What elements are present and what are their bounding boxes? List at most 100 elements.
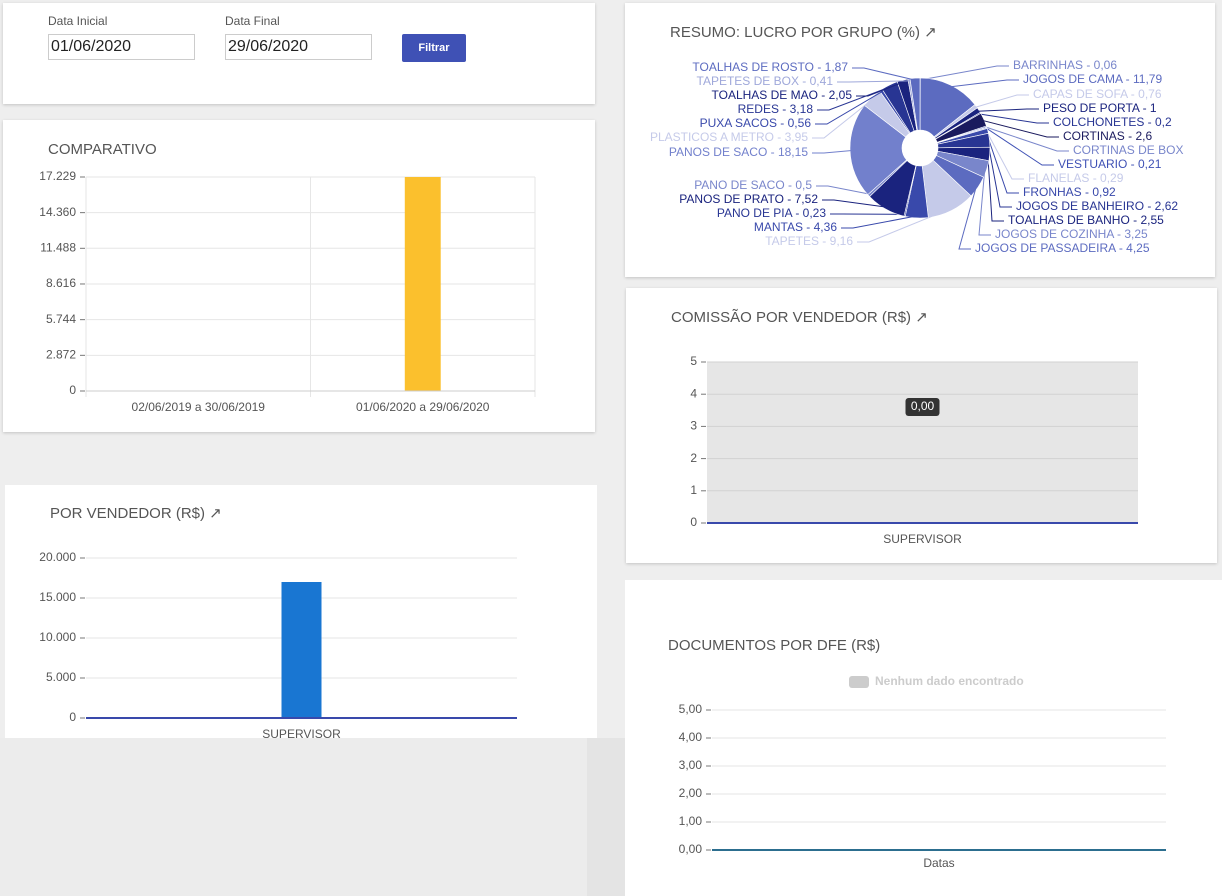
leader-line	[841, 215, 917, 229]
pie-slice	[909, 77, 921, 131]
slice-label: TOALHAS DE ROSTO - 1,87	[692, 60, 848, 74]
leader-line	[837, 80, 910, 83]
button-label: Filtrar	[418, 42, 450, 54]
y-tick-label: 2	[690, 451, 697, 465]
leader-line	[984, 128, 1024, 180]
legend-swatch	[849, 676, 869, 688]
date-input[interactable]	[48, 34, 195, 60]
y-tick-label: 4	[690, 386, 697, 400]
x-tick-label: 01/06/2020 a 29/06/2020	[356, 400, 490, 414]
leader-line	[857, 208, 951, 243]
y-tick-label: 11.488	[40, 240, 76, 254]
slice-label: FLANELAS - 0,29	[1028, 171, 1124, 185]
leader-line	[852, 67, 916, 81]
pie-slice	[919, 77, 976, 138]
leader-line	[981, 119, 1059, 138]
leader-line	[978, 113, 1049, 124]
y-tick-label: 5,00	[679, 702, 703, 716]
slice-label: TAPETES - 9,16	[765, 234, 853, 248]
legend-label: Nenhum dado encontrado	[875, 674, 1024, 688]
slice-label: PUXA SACOS - 0,56	[700, 116, 812, 130]
slice-label: FRONHAS - 0,92	[1023, 185, 1116, 199]
leader-line	[816, 185, 871, 195]
leader-line	[812, 150, 853, 154]
filter-button[interactable]	[402, 34, 466, 62]
slice-label: JOGOS DE BANHEIRO - 2,62	[1016, 199, 1178, 213]
leader-line	[978, 168, 991, 236]
vendedor-panel: POR VENDEDOR (R$) ↗ 0 5.000 10.000 15.000 20.…	[5, 485, 597, 738]
y-tick-label: 1	[690, 483, 697, 497]
x-tick-label: 02/06/2019 a 30/06/2019	[132, 400, 266, 414]
chart: DOCUMENTOS POR DFE (R$) 0,00 1,00 2,00 3,00 4…	[668, 637, 1166, 870]
y-tick-label: 5.000	[46, 670, 76, 684]
date-input[interactable]	[225, 34, 372, 60]
y-tick-label: 0	[69, 710, 76, 724]
leader-line	[822, 199, 887, 208]
slice-label: VESTUARIO - 0,21	[1058, 157, 1162, 171]
slice-label: PESO DE PORTA - 1	[1043, 101, 1157, 115]
slice-label: JOGOS DE COZINHA - 3,25	[995, 227, 1148, 241]
leader-line	[987, 153, 1004, 222]
comparativo-panel: COMPARATIVO 0 2.872 5.744 8.616 11.488 14.360 1…	[3, 120, 595, 432]
lucro-panel: RESUMO: LUCRO POR GRUPO (%) ↗ BARRINHAS -…	[625, 3, 1215, 277]
chart-title: COMISSÃO POR VENDEDOR (R$) ↗	[671, 309, 928, 326]
leader-line	[920, 65, 1009, 81]
slice-label: PLASTICOS A METRO - 3,95	[650, 130, 808, 144]
y-tick-label: 2.872	[46, 347, 76, 361]
chart-title: DOCUMENTOS POR DFE (R$)	[668, 637, 880, 654]
slice-label: JOGOS DE CAMA - 11,79	[1023, 72, 1162, 86]
chart: COMPARATIVO 0 2.872 5.744 8.616 11.488 14.360 1…	[39, 141, 536, 414]
leader-line	[977, 108, 1039, 112]
chart-title: POR VENDEDOR (R$) ↗	[50, 505, 222, 522]
y-tick-label: 3,00	[679, 758, 703, 772]
slice-label: CAPAS DE SOFA - 0,76	[1033, 87, 1162, 101]
leader-line	[984, 126, 1069, 152]
leader-line	[984, 126, 1054, 166]
y-tick-label: 8.616	[46, 276, 76, 290]
input-value: 01/06/2020	[51, 38, 131, 55]
value-label: 0,00	[911, 399, 935, 413]
slice-label: TOALHAS DE MAO - 2,05	[712, 88, 853, 102]
y-tick-label: 5	[690, 354, 697, 368]
slice-label: PANO DE SACO - 0,5	[694, 178, 812, 192]
chart-title: RESUMO: LUCRO POR GRUPO (%) ↗	[670, 24, 937, 41]
chart: RESUMO: LUCRO POR GRUPO (%) ↗ BARRINHAS -…	[650, 24, 1184, 255]
x-tick-label: SUPERVISOR	[883, 532, 962, 546]
leader-line	[812, 98, 874, 139]
y-tick-label: 14.360	[39, 205, 76, 219]
y-tick-label: 17.229	[39, 169, 76, 183]
y-tick-label: 5.744	[46, 312, 76, 326]
bar	[404, 177, 441, 391]
y-tick-label: 1,00	[679, 814, 703, 828]
slice-label: MANTAS - 4,36	[754, 220, 837, 234]
slice-label: CORTINAS - 2,6	[1063, 129, 1152, 143]
leader-line	[987, 140, 1012, 208]
slice-label: TAPETES DE BOX - 0,41	[697, 74, 834, 88]
background	[0, 738, 625, 896]
slice-label: CORTINAS DE BOX	[1073, 143, 1183, 157]
leader-line	[949, 79, 1019, 88]
leader-line	[856, 81, 904, 97]
input-value: 29/06/2020	[228, 38, 308, 55]
y-tick-label: 10.000	[39, 630, 76, 644]
filter-panel: Data Inicial 01/06/2020 Data Final 29/06…	[3, 3, 595, 104]
comissao-panel: COMISSÃO POR VENDEDOR (R$) ↗ 0 1 2 3 4 5 0,00 SU…	[626, 288, 1217, 563]
y-tick-label: 0,00	[679, 842, 703, 856]
slice-label: COLCHONETES - 0,2	[1053, 115, 1172, 129]
x-tick-label: SUPERVISOR	[262, 727, 341, 738]
x-axis-label: Datas	[923, 856, 954, 870]
plot-area	[707, 362, 1138, 523]
tooltip	[905, 398, 940, 416]
leader-line	[985, 131, 1019, 194]
leader-line	[815, 91, 883, 125]
y-tick-label: 4,00	[679, 730, 703, 744]
field-label: Data Final	[225, 14, 280, 28]
slice-label: PANOS DE SACO - 18,15	[669, 145, 808, 159]
y-tick-label: 2,00	[679, 786, 703, 800]
background	[587, 738, 625, 896]
leader-line	[958, 185, 977, 250]
leader-line	[974, 94, 1029, 108]
y-tick-label: 3	[690, 419, 697, 433]
chart-title: COMPARATIVO	[48, 141, 157, 158]
